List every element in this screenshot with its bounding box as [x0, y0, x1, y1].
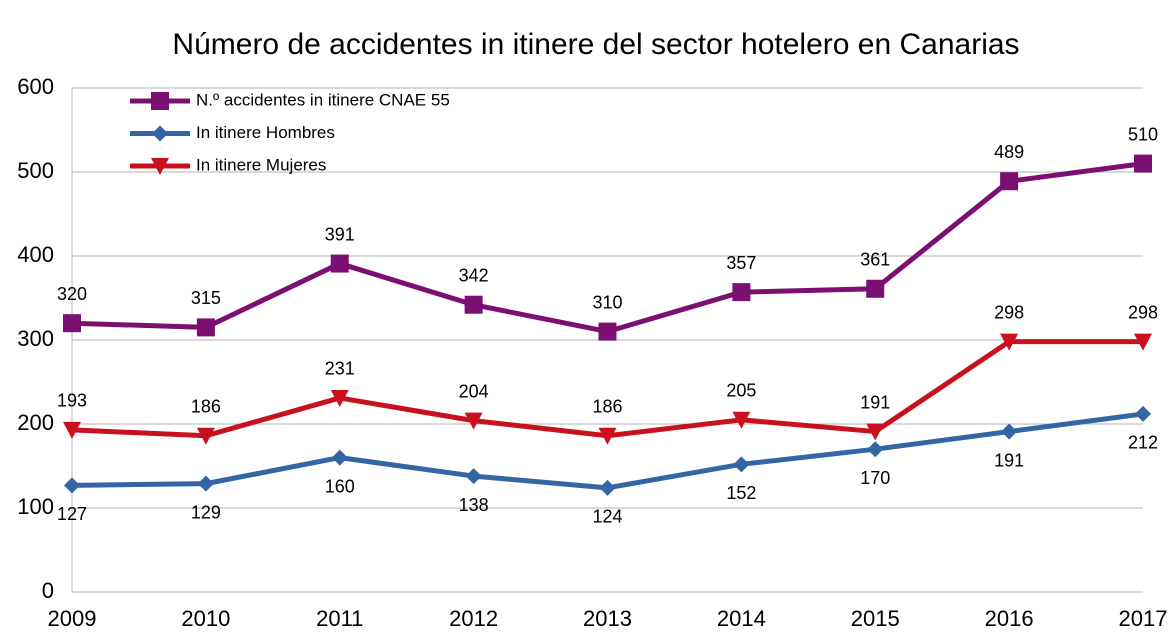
- data-point: [464, 412, 483, 430]
- data-label: 231: [325, 359, 355, 379]
- x-tick-label: 2014: [717, 606, 766, 631]
- data-point: [732, 283, 751, 302]
- x-tick-label: 2009: [48, 606, 97, 631]
- data-point: [196, 427, 215, 445]
- x-tick-label: 2010: [181, 606, 230, 631]
- data-label: 361: [860, 250, 890, 270]
- data-label: 489: [994, 142, 1024, 162]
- data-point: [866, 279, 885, 298]
- data-label: 170: [860, 468, 890, 488]
- data-point: [867, 441, 884, 458]
- data-point: [63, 314, 81, 333]
- data-label: 357: [726, 253, 756, 273]
- y-tick-label: 500: [17, 158, 54, 183]
- data-point: [732, 411, 751, 429]
- legend-label: In itinere Mujeres: [196, 155, 326, 174]
- data-point: [1135, 405, 1151, 422]
- data-point: [331, 449, 348, 466]
- data-label: 160: [325, 476, 355, 496]
- data-label: 310: [592, 292, 622, 312]
- data-point: [330, 254, 349, 273]
- data-label: 129: [191, 502, 221, 522]
- data-label: 204: [459, 381, 489, 401]
- data-point: [465, 468, 482, 485]
- data-label: 510: [1128, 124, 1158, 144]
- x-tick-label: 2013: [583, 606, 632, 631]
- x-tick-label: 2012: [449, 606, 498, 631]
- data-point: [598, 427, 617, 445]
- data-point: [196, 318, 215, 337]
- data-label: 138: [459, 495, 489, 515]
- legend-label: N.º accidentes in itinere CNAE 55: [196, 90, 450, 109]
- data-label: 320: [57, 284, 87, 304]
- y-tick-label: 300: [17, 326, 54, 351]
- data-label: 152: [726, 483, 756, 503]
- data-label: 127: [57, 504, 87, 524]
- y-tick-label: 200: [17, 410, 54, 435]
- y-tick-label: 0: [42, 578, 54, 603]
- data-point: [197, 475, 214, 492]
- data-label: 186: [592, 397, 622, 417]
- data-point: [1000, 172, 1019, 191]
- data-point: [1134, 154, 1152, 173]
- data-point: [866, 423, 885, 441]
- data-label: 342: [459, 265, 489, 285]
- y-tick-label: 100: [17, 494, 54, 519]
- data-point: [464, 295, 483, 314]
- legend-marker: [151, 92, 169, 110]
- data-label: 191: [994, 450, 1024, 470]
- series-line: [71, 339, 1143, 439]
- data-point: [1000, 333, 1019, 351]
- data-label: 315: [191, 288, 221, 308]
- y-tick-label: 400: [17, 242, 54, 267]
- legend-label: In itinere Hombres: [196, 123, 335, 142]
- data-label: 391: [325, 224, 355, 244]
- data-label: 212: [1128, 433, 1158, 453]
- x-tick-label: 2016: [985, 606, 1034, 631]
- data-point: [1134, 333, 1152, 351]
- data-point: [64, 477, 80, 494]
- data-point: [733, 456, 750, 473]
- data-point: [330, 389, 349, 407]
- data-point: [63, 421, 81, 439]
- legend-marker: [152, 125, 168, 142]
- data-point: [598, 322, 617, 341]
- series-line: [71, 411, 1144, 491]
- data-label: 298: [994, 302, 1024, 322]
- data-label: 193: [57, 391, 87, 411]
- y-tick-label: 600: [17, 74, 54, 99]
- x-tick-label: 2015: [851, 606, 900, 631]
- data-point: [599, 479, 616, 496]
- data-label: 186: [191, 397, 221, 417]
- data-label: 205: [726, 381, 756, 401]
- data-label: 191: [860, 392, 890, 412]
- data-label: 298: [1128, 302, 1158, 322]
- data-point: [1001, 423, 1018, 440]
- chart-title: Número de accidentes in itinere del sect…: [172, 28, 1019, 61]
- x-tick-label: 2011: [316, 606, 363, 631]
- legend-marker: [151, 158, 169, 175]
- data-label: 124: [592, 507, 622, 527]
- x-tick-label: 2017: [1119, 606, 1168, 631]
